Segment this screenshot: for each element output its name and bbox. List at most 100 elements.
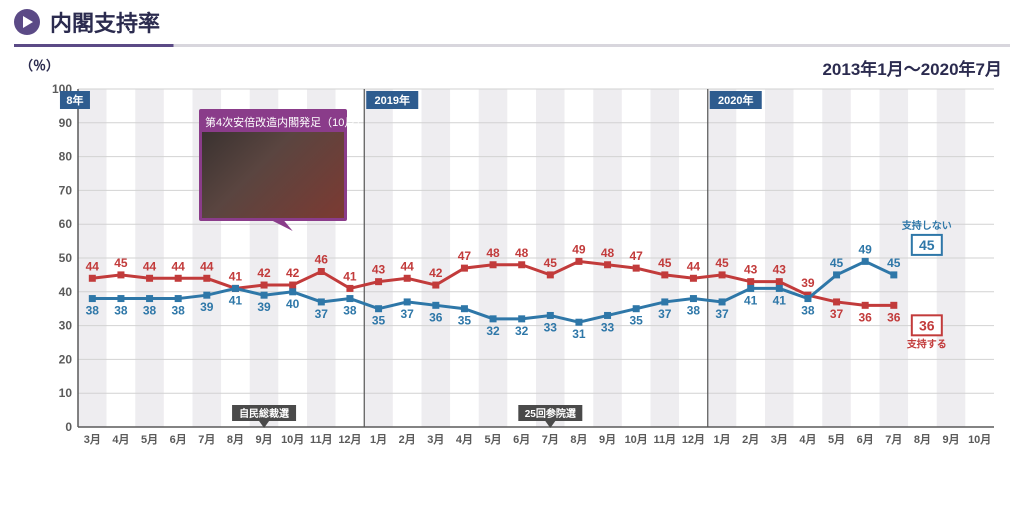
svg-text:45: 45 (114, 256, 128, 270)
svg-text:45: 45 (887, 256, 901, 270)
svg-text:45: 45 (919, 237, 935, 253)
svg-text:10月: 10月 (625, 433, 648, 446)
svg-text:4月: 4月 (456, 433, 473, 446)
svg-text:36: 36 (429, 310, 443, 324)
svg-text:35: 35 (630, 314, 644, 328)
y-axis-unit: （％） (20, 55, 59, 74)
svg-text:2月: 2月 (399, 433, 416, 446)
svg-text:5月: 5月 (141, 433, 158, 446)
svg-text:1月: 1月 (714, 433, 731, 446)
svg-text:6月: 6月 (170, 433, 187, 446)
svg-text:48: 48 (486, 246, 500, 260)
svg-text:0: 0 (65, 420, 72, 434)
svg-text:43: 43 (773, 263, 787, 277)
svg-text:47: 47 (630, 249, 644, 263)
svg-text:8月: 8月 (914, 433, 931, 446)
svg-text:44: 44 (86, 259, 100, 273)
svg-text:40: 40 (59, 285, 73, 299)
svg-text:37: 37 (315, 307, 329, 321)
svg-text:32: 32 (515, 324, 529, 338)
svg-text:2019年: 2019年 (375, 93, 410, 107)
svg-text:37: 37 (401, 307, 415, 321)
svg-text:10月: 10月 (968, 433, 991, 446)
svg-text:7月: 7月 (198, 433, 215, 446)
svg-text:5月: 5月 (828, 433, 845, 446)
line-chart-svg: 01020304050607080901003月4月5月6月7月8月9月10月1… (48, 79, 998, 459)
svg-text:36: 36 (887, 310, 901, 324)
svg-text:8年: 8年 (66, 93, 83, 107)
svg-text:48: 48 (515, 246, 529, 260)
svg-text:7月: 7月 (542, 433, 559, 446)
svg-text:40: 40 (286, 297, 300, 311)
svg-text:39: 39 (801, 276, 815, 290)
svg-text:80: 80 (59, 150, 73, 164)
svg-text:41: 41 (773, 293, 787, 307)
svg-text:38: 38 (172, 304, 186, 318)
svg-text:4月: 4月 (799, 433, 816, 446)
svg-text:4月: 4月 (112, 433, 129, 446)
svg-text:2020年: 2020年 (718, 93, 753, 107)
svg-text:44: 44 (143, 259, 157, 273)
play-icon (14, 9, 40, 35)
svg-text:44: 44 (172, 259, 186, 273)
svg-text:44: 44 (200, 259, 214, 273)
svg-text:70: 70 (59, 183, 73, 197)
svg-text:3月: 3月 (84, 433, 101, 446)
svg-text:37: 37 (830, 307, 844, 321)
svg-text:36: 36 (859, 310, 873, 324)
svg-text:自民総裁選: 自民総裁選 (239, 407, 289, 420)
date-range-label: 2013年1月～2020年7月 (822, 55, 1002, 80)
svg-text:44: 44 (401, 259, 415, 273)
svg-text:44: 44 (687, 259, 701, 273)
svg-text:33: 33 (544, 320, 558, 334)
svg-text:37: 37 (715, 307, 729, 321)
svg-text:37: 37 (658, 307, 672, 321)
svg-text:45: 45 (715, 256, 729, 270)
header-underline (14, 44, 1010, 47)
svg-text:8月: 8月 (570, 433, 587, 446)
svg-text:49: 49 (572, 242, 586, 256)
svg-text:41: 41 (343, 269, 357, 283)
svg-text:支持する: 支持する (906, 337, 947, 350)
svg-text:39: 39 (257, 300, 271, 314)
svg-text:12月: 12月 (682, 433, 705, 446)
plot-area: 01020304050607080901003月4月5月6月7月8月9月10月1… (48, 79, 1004, 459)
svg-text:6月: 6月 (513, 433, 530, 446)
svg-text:45: 45 (830, 256, 844, 270)
svg-text:31: 31 (572, 327, 586, 341)
svg-text:46: 46 (315, 253, 329, 267)
svg-text:11月: 11月 (653, 433, 676, 446)
svg-text:38: 38 (114, 304, 128, 318)
svg-text:49: 49 (859, 242, 873, 256)
svg-text:33: 33 (601, 320, 615, 334)
page-header: 内閣支持率 (0, 0, 1024, 42)
svg-text:32: 32 (486, 324, 500, 338)
svg-text:3月: 3月 (771, 433, 788, 446)
svg-text:43: 43 (372, 263, 386, 277)
svg-text:48: 48 (601, 246, 615, 260)
svg-text:6月: 6月 (857, 433, 874, 446)
svg-text:38: 38 (687, 304, 701, 318)
svg-text:43: 43 (744, 263, 758, 277)
svg-text:47: 47 (458, 249, 472, 263)
svg-text:12月: 12月 (338, 433, 361, 446)
svg-text:38: 38 (801, 304, 815, 318)
svg-text:60: 60 (59, 217, 73, 231)
page-title: 内閣支持率 (50, 6, 160, 38)
svg-text:9月: 9月 (599, 433, 616, 446)
svg-text:42: 42 (286, 266, 300, 280)
svg-text:42: 42 (429, 266, 443, 280)
svg-text:42: 42 (257, 266, 271, 280)
svg-text:10月: 10月 (281, 433, 304, 446)
svg-text:50: 50 (59, 251, 73, 265)
svg-text:2月: 2月 (742, 433, 759, 446)
svg-text:41: 41 (229, 293, 243, 307)
svg-text:支持しない: 支持しない (901, 219, 952, 232)
svg-text:90: 90 (59, 116, 73, 130)
svg-text:35: 35 (372, 314, 386, 328)
svg-text:25回参院選: 25回参院選 (525, 407, 576, 420)
svg-text:9月: 9月 (256, 433, 273, 446)
svg-text:39: 39 (200, 300, 214, 314)
svg-text:3月: 3月 (427, 433, 444, 446)
svg-text:38: 38 (143, 304, 157, 318)
